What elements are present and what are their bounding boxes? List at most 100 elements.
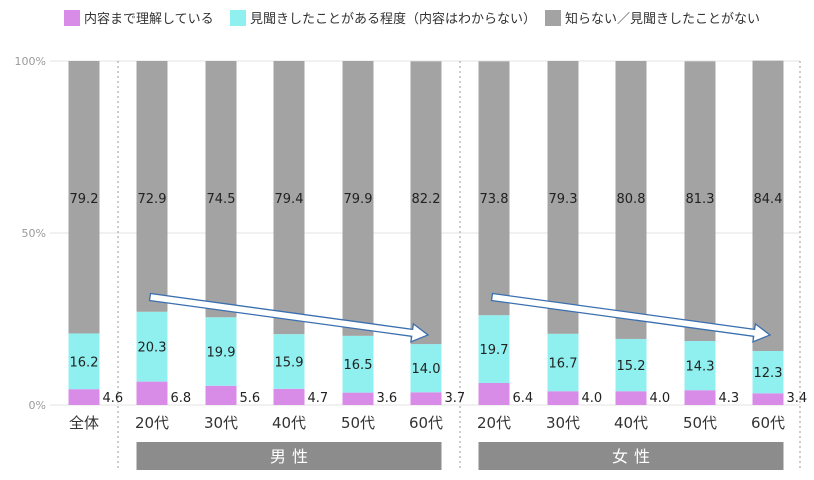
value-label: 16.7 xyxy=(549,357,578,372)
bar-segment xyxy=(273,388,305,405)
value-label: 81.3 xyxy=(686,192,715,207)
value-label: 74.5 xyxy=(207,192,236,207)
bar-segment xyxy=(752,350,784,394)
bar-segment xyxy=(205,317,237,386)
bar-stack xyxy=(752,60,784,405)
value-label: 79.4 xyxy=(275,192,304,207)
group-labels: 男性 女性 xyxy=(136,442,784,470)
bar-segment xyxy=(68,61,100,334)
value-label: 73.8 xyxy=(480,192,509,207)
value-label: 4.0 xyxy=(582,391,603,406)
bar-segment xyxy=(752,60,784,351)
bar-segment xyxy=(410,392,442,405)
group-label: 女性 xyxy=(612,447,656,466)
x-axis-categories: 全体 20代 30代 40代 50代 60代 20代 30代 40代 50代 60代 xyxy=(69,414,785,432)
x-category-label: 50代 xyxy=(683,414,717,432)
bar-segment xyxy=(136,61,168,312)
value-label: 72.9 xyxy=(138,192,167,207)
x-category-label: 20代 xyxy=(135,414,169,432)
bar-segment xyxy=(478,61,510,316)
bar-segment xyxy=(478,382,510,405)
legend-swatch xyxy=(545,10,561,26)
bar-stack xyxy=(547,61,579,405)
bar-segment xyxy=(205,385,237,405)
x-category-label: 50代 xyxy=(341,414,375,432)
group-label-band xyxy=(136,442,442,470)
x-category-label: 20代 xyxy=(477,414,511,432)
bar-segment xyxy=(273,334,305,389)
bar-segment xyxy=(342,61,374,336)
value-label: 15.2 xyxy=(617,359,646,374)
trend-arrow xyxy=(490,292,772,343)
bar-segment xyxy=(342,335,374,393)
legend-item: 見聞きしたことがある程度（内容はわからない） xyxy=(230,10,536,27)
value-label: 6.4 xyxy=(513,391,534,406)
bar-segment xyxy=(684,341,716,391)
legend: 内容まで理解している 見聞きしたことがある程度（内容はわからない） 知らない／見聞き… xyxy=(64,10,760,27)
bar-segment xyxy=(410,344,442,393)
value-label: 4.7 xyxy=(308,391,329,406)
trend-arrows xyxy=(148,292,772,343)
legend-item: 知らない／見聞きしたことがない xyxy=(545,10,760,27)
value-label: 4.0 xyxy=(650,391,671,406)
x-category-label: 40代 xyxy=(272,414,306,432)
value-label: 79.9 xyxy=(344,192,373,207)
y-axis-ticks: 0% 50% 100% xyxy=(15,55,46,412)
trend-arrow xyxy=(148,292,430,343)
legend-swatch xyxy=(64,10,80,26)
value-label: 3.7 xyxy=(445,391,466,406)
bar-segment xyxy=(615,61,647,339)
bar-stack xyxy=(684,61,716,405)
legend-label: 内容まで理解している xyxy=(84,11,214,27)
bar-segment xyxy=(68,389,100,405)
bar-segment xyxy=(615,391,647,405)
bar-stack xyxy=(478,61,510,405)
value-label: 15.9 xyxy=(275,355,304,370)
bar-segment xyxy=(684,61,716,342)
value-label: 82.2 xyxy=(412,192,441,207)
bar-segment xyxy=(68,333,100,390)
bar-segment xyxy=(615,338,647,392)
bar-segment xyxy=(547,391,579,405)
x-category-label: 40代 xyxy=(614,414,648,432)
bar-stack xyxy=(615,61,647,405)
value-label: 19.9 xyxy=(207,346,236,361)
group-label: 男性 xyxy=(270,447,314,466)
y-tick-label: 50% xyxy=(22,227,46,240)
bars xyxy=(68,60,784,405)
x-category-label: 30代 xyxy=(204,414,238,432)
value-label: 5.6 xyxy=(240,391,261,406)
bar-stack xyxy=(273,61,305,405)
bar-segment xyxy=(273,61,305,335)
bar-segment xyxy=(752,393,784,405)
legend-swatch xyxy=(230,10,246,26)
value-label: 16.5 xyxy=(344,358,373,373)
x-category-label: 全体 xyxy=(69,414,99,432)
x-category-label: 60代 xyxy=(409,414,443,432)
bar-segment xyxy=(205,61,237,318)
bar-stack xyxy=(410,61,442,405)
bar-stack xyxy=(68,61,100,405)
value-label: 14.3 xyxy=(686,360,715,375)
value-label: 12.3 xyxy=(754,366,783,381)
bar-stack xyxy=(342,61,374,405)
value-label: 16.2 xyxy=(70,355,99,370)
value-label: 79.2 xyxy=(70,192,99,207)
bar-segment xyxy=(410,61,442,345)
value-label: 3.6 xyxy=(377,391,398,406)
value-label: 4.6 xyxy=(103,391,124,406)
value-labels: 4.6 16.2 79.2 6.8 20.3 72.9 5.6 19.9 74.5 4.7 15.9… xyxy=(70,192,808,406)
value-label: 4.3 xyxy=(719,391,740,406)
y-tick-label: 0% xyxy=(29,399,46,412)
group-label-band xyxy=(478,442,784,470)
legend-label: 知らない／見聞きしたことがない xyxy=(565,11,760,27)
group-separators xyxy=(117,61,801,470)
bar-segment xyxy=(478,315,510,383)
value-label: 80.8 xyxy=(617,192,646,207)
value-label: 19.7 xyxy=(480,343,509,358)
value-label: 20.3 xyxy=(138,341,167,356)
value-label: 6.8 xyxy=(171,391,192,406)
legend-label: 見聞きしたことがある程度（内容はわからない） xyxy=(250,11,536,27)
